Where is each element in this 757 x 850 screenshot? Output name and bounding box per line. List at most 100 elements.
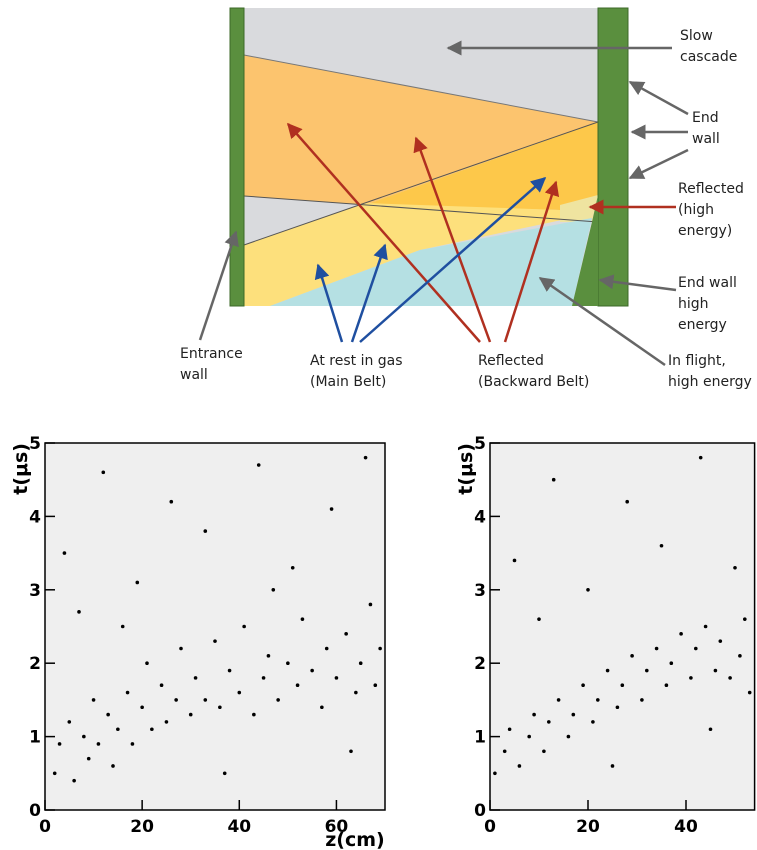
point [733, 565, 737, 570]
point [708, 727, 713, 732]
y-tick-label: 0 [474, 801, 486, 821]
y-tick-label: 2 [474, 654, 486, 674]
point [111, 764, 115, 768]
point [507, 727, 512, 732]
point [271, 588, 276, 592]
y-tick-label: 3 [29, 581, 41, 601]
point [188, 712, 193, 717]
point [256, 463, 261, 467]
point [52, 771, 57, 776]
y-tick-label: 1 [29, 728, 41, 748]
point [334, 676, 339, 680]
end-wall-high [572, 195, 598, 306]
point [373, 683, 378, 688]
diagram-label: Reflected [478, 353, 544, 369]
point [324, 646, 329, 651]
point [713, 668, 718, 673]
point [300, 617, 305, 621]
point [645, 668, 649, 673]
point [213, 639, 217, 643]
point [728, 676, 732, 680]
point [218, 705, 222, 710]
point [159, 683, 164, 688]
point [86, 756, 91, 761]
region-reflected [244, 55, 598, 205]
point [620, 683, 625, 688]
point [203, 698, 208, 702]
point [203, 529, 208, 533]
point [537, 617, 541, 621]
y-tick-label: 5 [29, 434, 41, 454]
point [517, 764, 522, 768]
point [542, 749, 546, 754]
point [610, 764, 615, 768]
point [581, 683, 585, 688]
point [368, 602, 373, 607]
diagram [198, 7, 689, 367]
point [57, 742, 62, 746]
arrow [287, 122, 481, 343]
point [164, 720, 169, 724]
point [556, 698, 561, 702]
point [679, 632, 683, 636]
point [571, 712, 576, 717]
point [286, 661, 290, 665]
region-in-flight [270, 218, 592, 306]
point [91, 698, 96, 702]
diagram-label: energy) [678, 223, 732, 239]
point [276, 698, 280, 702]
point [290, 565, 295, 570]
point [363, 455, 368, 460]
y-tick-label: 2 [29, 654, 41, 674]
point [640, 698, 644, 702]
point [493, 771, 497, 776]
point [237, 690, 242, 695]
point [718, 639, 723, 643]
diagram-label: End wall [678, 275, 737, 291]
point [266, 654, 271, 658]
point [261, 676, 266, 680]
point [738, 654, 742, 658]
point [698, 455, 703, 460]
point [125, 690, 130, 695]
point [354, 690, 358, 695]
x-tick-label: 0 [484, 817, 496, 837]
point [140, 705, 144, 710]
point [310, 668, 314, 673]
point [694, 646, 698, 651]
point [242, 624, 246, 629]
point [659, 543, 664, 548]
diagram-label: End [692, 110, 719, 126]
point [169, 499, 174, 504]
arrow [314, 263, 344, 343]
arrow [350, 243, 388, 343]
point [67, 720, 72, 724]
x-tick-label: 40 [674, 817, 698, 837]
point [566, 734, 571, 739]
arrow [538, 276, 666, 367]
point [703, 624, 708, 629]
arrow [628, 148, 689, 180]
point [502, 749, 507, 754]
end-wall [597, 7, 629, 307]
point [72, 778, 76, 783]
point [150, 727, 154, 732]
diagram-label: energy [678, 317, 727, 333]
point [591, 720, 595, 724]
point [743, 617, 747, 621]
point [551, 477, 556, 482]
x-tick-label: 0 [39, 817, 51, 837]
y-tick-label: 4 [29, 507, 41, 527]
x-tick-label: 20 [576, 817, 600, 837]
point [378, 646, 382, 651]
point [145, 661, 149, 665]
point [135, 580, 140, 585]
point [630, 654, 634, 658]
point [669, 661, 674, 665]
arrow [503, 180, 560, 343]
diagram-label: wall [180, 367, 208, 383]
diagram-label: At rest in gas [310, 353, 403, 369]
arrows-red [287, 122, 676, 343]
arrow [628, 80, 689, 116]
